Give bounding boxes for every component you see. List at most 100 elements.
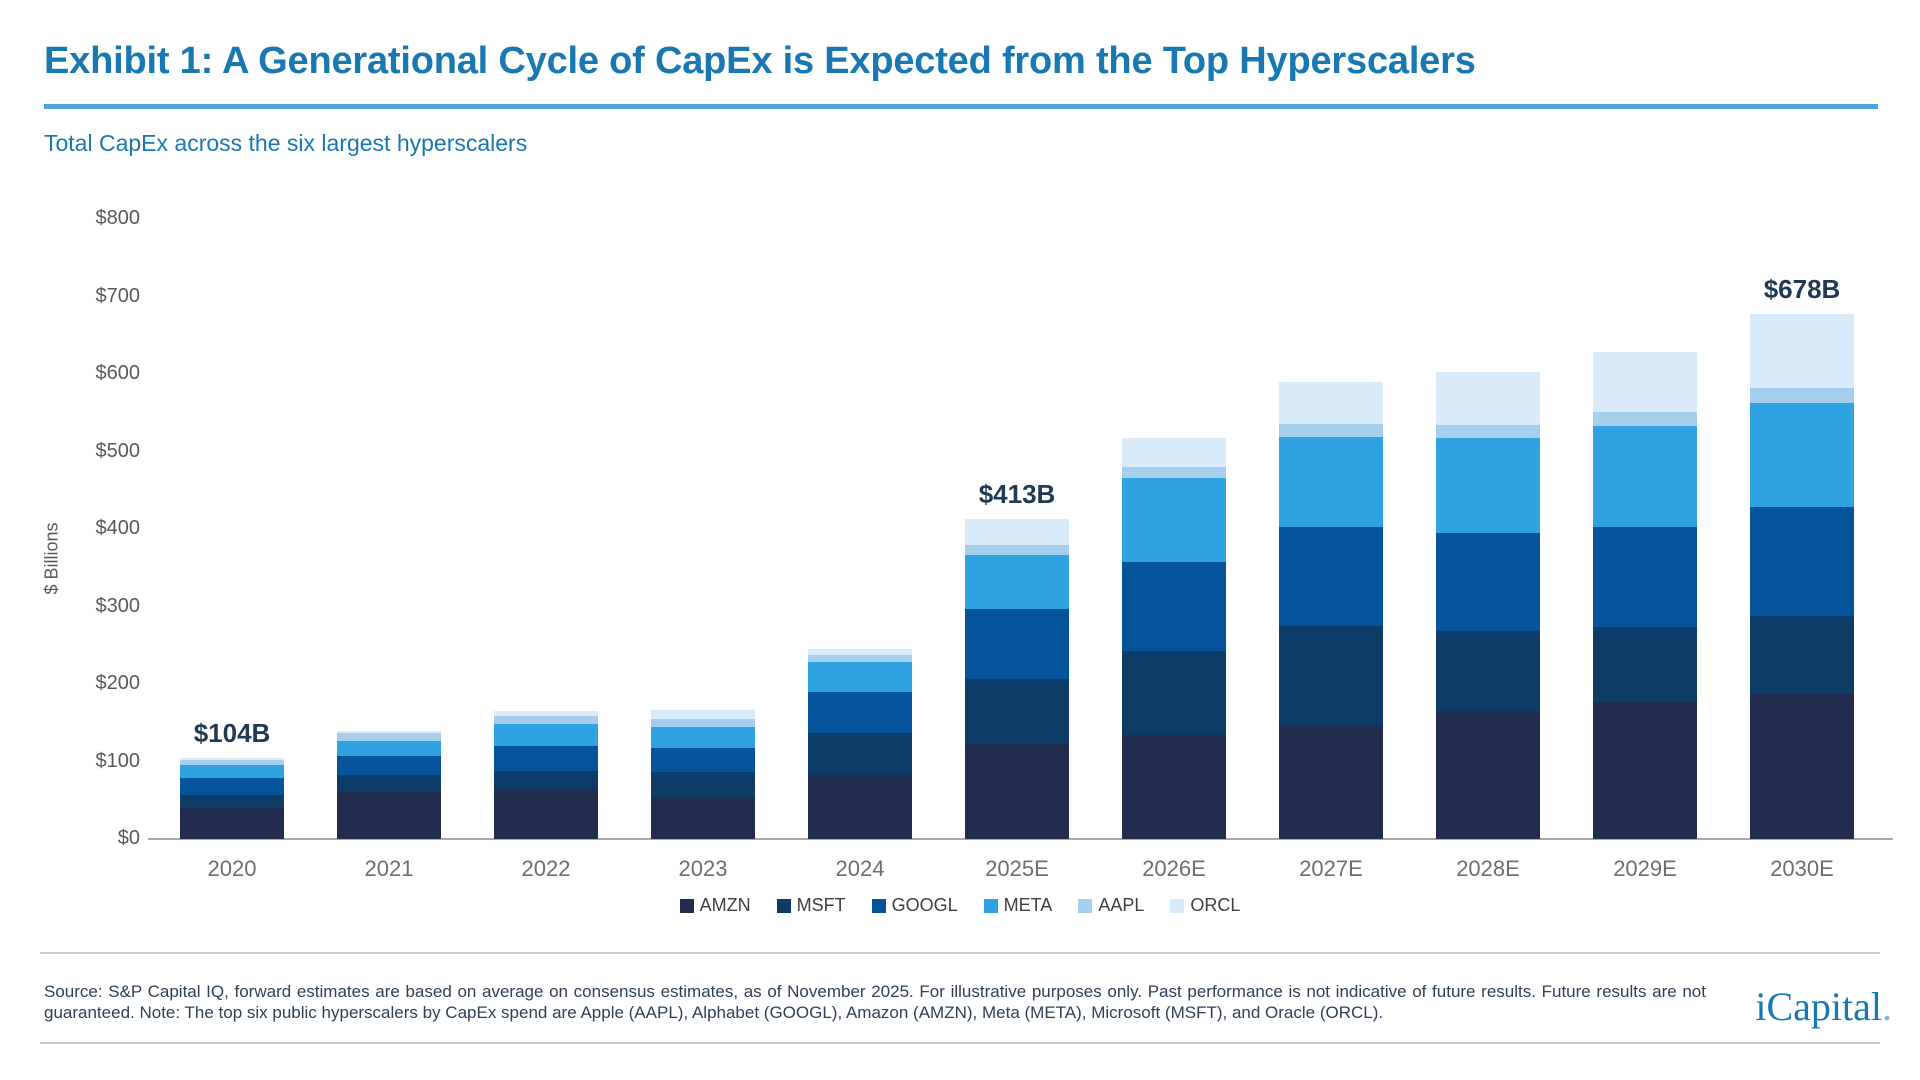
bar-segment-meta-2027E <box>1279 436 1383 528</box>
bar-segment-googl-2028E <box>1436 532 1540 632</box>
x-axis-line <box>148 838 1893 840</box>
bar-segment-msft-2030E <box>1750 615 1854 695</box>
bar-segment-orcl-2026E <box>1122 437 1226 467</box>
bar-segment-googl-2024 <box>808 691 912 733</box>
footer-bottom-rule <box>40 1042 1880 1044</box>
bar-segment-amzn-2022 <box>494 789 598 839</box>
legend-item-amzn: AMZN <box>679 895 751 916</box>
bar-segment-msft-2029E <box>1593 626 1697 702</box>
total-annotation-2030E: $678B <box>1763 273 1841 304</box>
bar-segment-meta-2024 <box>808 662 912 692</box>
legend-label-meta: META <box>1003 895 1053 915</box>
bar-segment-msft-2027E <box>1279 625 1383 726</box>
bar-segment-aapl-2029E <box>1593 411 1697 426</box>
x-tick-label-2025E: 2025E <box>985 856 1049 881</box>
source-line-1: Source: S&P Capital IQ, forward estimate… <box>44 982 1706 1001</box>
bar-segment-meta-2026E <box>1122 477 1226 563</box>
legend-swatch-aapl <box>1078 898 1093 913</box>
total-annotation-2020: $104B <box>193 718 271 749</box>
bar-segment-meta-2030E <box>1750 403 1854 508</box>
bar-segment-googl-2030E <box>1750 507 1854 616</box>
x-tick-label-2029E: 2029E <box>1613 856 1677 881</box>
source-line-2: guaranteed. Note: The top six public hyp… <box>44 1003 1384 1022</box>
bar-segment-amzn-2025E <box>965 743 1069 839</box>
y-tick-label: $500 <box>95 439 141 462</box>
legend-item-meta: META <box>983 895 1053 916</box>
legend-label-amzn: AMZN <box>699 895 751 915</box>
x-tick-label-2028E: 2028E <box>1456 856 1520 881</box>
bar-segment-msft-2021 <box>337 775 441 792</box>
x-tick-label-2026E: 2026E <box>1142 856 1206 881</box>
x-tick-label-2027E: 2027E <box>1299 856 1363 881</box>
exhibit-title: Exhibit 1: A Generational Cycle of CapEx… <box>44 40 1476 82</box>
x-tick-label-2022: 2022 <box>521 856 571 881</box>
bar-segment-meta-2022 <box>494 724 598 746</box>
bar-segment-orcl-2021 <box>337 730 441 733</box>
footer-source-text: Source: S&P Capital IQ, forward estimate… <box>44 981 1706 1023</box>
bar-segment-amzn-2023 <box>651 797 755 839</box>
bar-segment-msft-2025E <box>965 679 1069 744</box>
bar-segment-amzn-2030E <box>1750 694 1854 839</box>
bar-segment-amzn-2027E <box>1279 725 1383 839</box>
bar-segment-meta-2028E <box>1436 437 1540 533</box>
x-tick-label-2030E: 2030E <box>1770 856 1834 881</box>
legend-swatch-msft <box>776 898 791 913</box>
legend-swatch-meta <box>983 898 998 913</box>
bar-segment-meta-2021 <box>337 741 441 757</box>
y-tick-label: $100 <box>95 749 141 772</box>
legend-item-msft: MSFT <box>776 895 846 916</box>
bar-segment-orcl-2020 <box>180 758 284 760</box>
bar-segment-aapl-2028E <box>1436 425 1540 438</box>
bar-segment-googl-2025E <box>965 608 1069 680</box>
bar-segment-aapl-2021 <box>337 732 441 742</box>
bar-segment-msft-2026E <box>1122 651 1226 736</box>
bar-segment-aapl-2024 <box>808 654 912 663</box>
bar-segment-msft-2022 <box>494 770 598 790</box>
y-tick-label: $400 <box>95 517 141 539</box>
bar-segment-orcl-2029E <box>1593 351 1697 412</box>
bar-segment-googl-2021 <box>337 756 441 776</box>
legend-item-googl: GOOGL <box>871 895 958 916</box>
bar-segment-orcl-2022 <box>494 711 598 716</box>
y-tick-label: $300 <box>95 594 141 617</box>
legend-swatch-orcl <box>1170 898 1185 913</box>
bar-segment-aapl-2030E <box>1750 387 1854 404</box>
bar-segment-aapl-2022 <box>494 715 598 725</box>
x-tick-label-2021: 2021 <box>364 856 414 881</box>
bar-segment-googl-2023 <box>651 747 755 772</box>
title-underline <box>44 104 1878 109</box>
y-tick-label: $800 <box>95 207 141 229</box>
bar-segment-amzn-2021 <box>337 791 441 839</box>
y-tick-label: $700 <box>95 284 141 307</box>
bar-segment-orcl-2023 <box>651 709 755 719</box>
bar-segment-msft-2024 <box>808 732 912 775</box>
icapital-logo: iCapital. <box>1755 983 1892 1030</box>
bar-segment-googl-2022 <box>494 746 598 771</box>
bar-segment-googl-2026E <box>1122 562 1226 652</box>
bar-segment-meta-2023 <box>651 727 755 748</box>
bar-segment-aapl-2026E <box>1122 467 1226 478</box>
legend-label-googl: GOOGL <box>891 895 958 915</box>
bar-segment-orcl-2027E <box>1279 381 1383 425</box>
icapital-logo-dot: . <box>1882 984 1892 1029</box>
legend-label-msft: MSFT <box>796 895 846 915</box>
legend-item-orcl: ORCL <box>1170 895 1240 916</box>
y-tick-label: $600 <box>95 362 141 384</box>
bar-segment-meta-2020 <box>180 765 284 778</box>
legend: AMZN MSFT GOOGL META AAPL ORCL <box>0 895 1920 916</box>
y-tick-label: $0 <box>117 827 140 849</box>
x-tick-label-2024: 2024 <box>835 856 885 881</box>
bar-segment-orcl-2028E <box>1436 372 1540 426</box>
x-tick-label-2023: 2023 <box>678 856 728 881</box>
bar-segment-msft-2023 <box>651 771 755 798</box>
bar-segment-msft-2028E <box>1436 631 1540 712</box>
legend-item-aapl: AAPL <box>1078 895 1144 916</box>
x-tick-label-2020: 2020 <box>207 856 257 881</box>
bar-segment-meta-2025E <box>965 555 1069 609</box>
bar-segment-meta-2029E <box>1593 425 1697 527</box>
bar-segment-amzn-2029E <box>1593 701 1697 839</box>
y-tick-label: $200 <box>95 672 141 694</box>
bar-segment-orcl-2025E <box>965 518 1069 546</box>
